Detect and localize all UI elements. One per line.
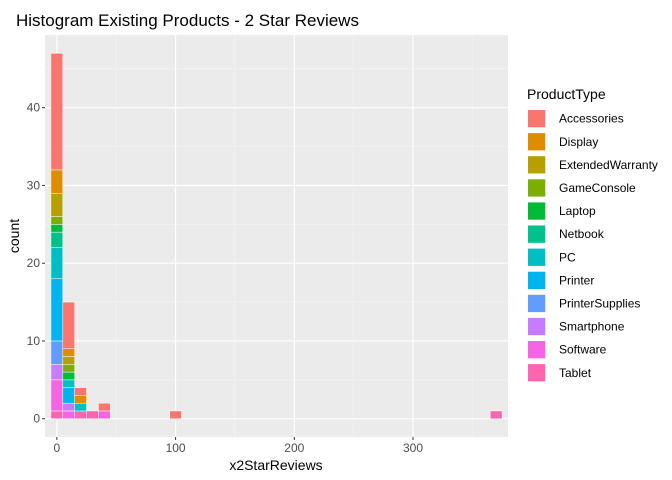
bar-accessories — [98, 402, 111, 412]
bar-display — [74, 395, 87, 404]
bar-printersupplies — [50, 340, 64, 365]
y-axis-title: count — [6, 219, 22, 253]
legend-label: Smartphone — [559, 320, 625, 334]
legend-label: Laptop — [559, 204, 596, 218]
legend-key-tablet — [528, 364, 546, 382]
legend-key-printer — [528, 271, 546, 289]
bar-tablet — [74, 410, 87, 419]
legend-key-printersupplies — [528, 294, 546, 313]
legend-label: PC — [559, 250, 576, 264]
bar-tablet — [50, 410, 64, 419]
legend-label: ExtendedWarranty — [559, 158, 658, 172]
bar-tablet — [489, 410, 503, 419]
legend-key-netbook — [528, 225, 546, 243]
legend-label: Software — [559, 343, 607, 357]
legend-label: PrinterSupplies — [559, 296, 640, 310]
bar-accessories — [62, 301, 75, 349]
grid-major — [45, 35, 508, 437]
bar-smartphone — [50, 364, 64, 381]
y-tick-label: 40 — [27, 101, 41, 115]
x-tick-label: 100 — [166, 441, 186, 455]
bar-software — [62, 410, 75, 419]
legend-label: Accessories — [559, 112, 624, 126]
legend: ProductType Accessories Display ExtendedWa… — [527, 86, 658, 382]
bar-software — [50, 379, 64, 412]
legend-key-pc — [528, 248, 546, 266]
bar-display — [62, 348, 75, 357]
bar-pc — [74, 402, 87, 412]
plot-panel — [45, 35, 508, 437]
bar-tablet — [86, 410, 99, 419]
legend-items: Accessories Display ExtendedWarranty GameCo… — [528, 110, 658, 382]
chart-title: Histogram Existing Products - 2 Star Rev… — [16, 11, 359, 30]
x-tick-label: 0 — [54, 441, 61, 455]
bar-pc — [62, 379, 75, 388]
y-tick-label: 20 — [27, 256, 41, 270]
bar-laptop — [50, 224, 64, 233]
legend-label: Display — [559, 135, 598, 149]
bar-extendedwarranty — [62, 356, 75, 365]
bar-printer — [62, 387, 75, 404]
legend-key-laptop — [528, 202, 546, 220]
x-axis-title: x2StarReviews — [229, 457, 322, 473]
y-tick-label: 10 — [27, 334, 41, 348]
bar-smartphone — [62, 402, 75, 412]
bars-layer — [50, 53, 503, 419]
x-tick-label: 300 — [403, 441, 423, 455]
legend-key-gameconsole — [528, 179, 546, 197]
x-axis: 0 100 200 300 — [54, 437, 423, 455]
bar-gameconsole — [50, 216, 64, 225]
legend-key-display — [528, 133, 546, 151]
y-tick-label: 30 — [27, 178, 41, 192]
bar-netbook — [50, 231, 64, 248]
grid-minor — [45, 35, 508, 437]
bar-gameconsole — [62, 364, 75, 373]
legend-label: Netbook — [559, 227, 605, 241]
bar-accessories — [74, 387, 87, 396]
legend-label: Tablet — [559, 366, 592, 380]
y-axis: 0 10 20 30 40 — [27, 101, 45, 426]
legend-label: GameConsole — [559, 181, 636, 195]
bar-extendedwarranty — [50, 192, 64, 217]
bar-printer — [50, 278, 64, 342]
bar-accessories — [169, 410, 182, 419]
legend-key-software — [528, 341, 546, 359]
legend-label: Printer — [559, 273, 594, 287]
bar-laptop — [62, 371, 75, 381]
bar-display — [50, 169, 64, 194]
legend-key-smartphone — [528, 317, 546, 336]
legend-key-extendedwarranty — [528, 156, 546, 174]
y-tick-label: 0 — [33, 412, 40, 426]
legend-key-accessories — [528, 110, 546, 128]
x-tick-label: 200 — [284, 441, 304, 455]
bar-software — [98, 410, 111, 419]
bar-pc — [50, 247, 64, 280]
bar-accessories — [50, 53, 64, 171]
legend-title: ProductType — [527, 86, 606, 102]
